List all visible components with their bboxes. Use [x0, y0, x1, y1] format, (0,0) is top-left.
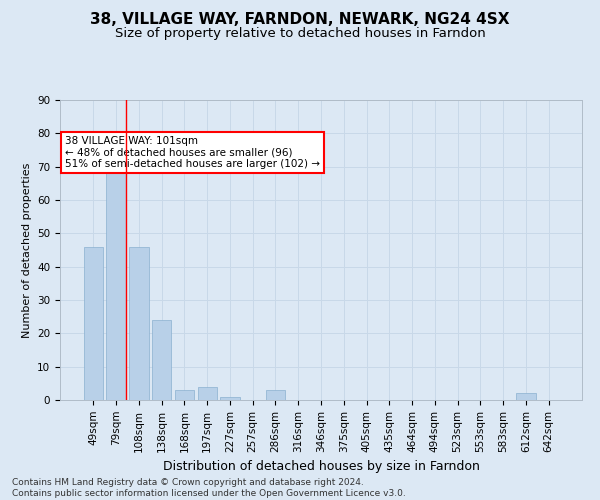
Bar [84, 246, 103, 400]
Bar [516, 394, 536, 400]
Bar [266, 390, 285, 400]
Bar [152, 320, 172, 400]
Bar [175, 390, 194, 400]
Text: Contains HM Land Registry data © Crown copyright and database right 2024.
Contai: Contains HM Land Registry data © Crown c… [12, 478, 406, 498]
Text: 38, VILLAGE WAY, FARNDON, NEWARK, NG24 4SX: 38, VILLAGE WAY, FARNDON, NEWARK, NG24 4… [90, 12, 510, 28]
Y-axis label: Number of detached properties: Number of detached properties [22, 162, 32, 338]
Bar [197, 386, 217, 400]
Bar [129, 246, 149, 400]
Bar [220, 396, 239, 400]
X-axis label: Distribution of detached houses by size in Farndon: Distribution of detached houses by size … [163, 460, 479, 473]
Bar [106, 156, 126, 400]
Text: 38 VILLAGE WAY: 101sqm
← 48% of detached houses are smaller (96)
51% of semi-det: 38 VILLAGE WAY: 101sqm ← 48% of detached… [65, 136, 320, 169]
Text: Size of property relative to detached houses in Farndon: Size of property relative to detached ho… [115, 28, 485, 40]
